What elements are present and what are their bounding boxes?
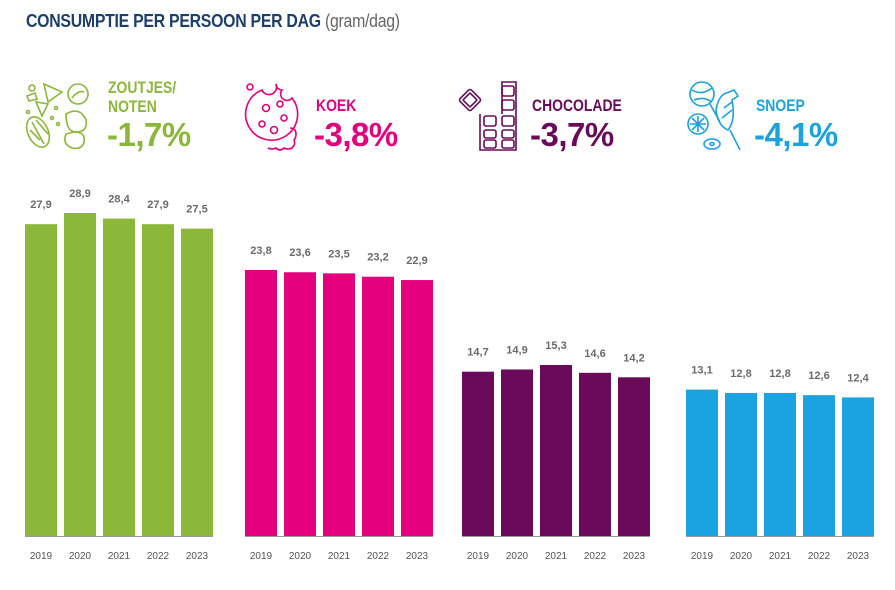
x-tick-label: 2020	[730, 551, 753, 562]
x-tick-label: 2020	[506, 551, 529, 562]
bar	[323, 273, 355, 536]
nuts-chips-icon	[25, 82, 89, 150]
bar	[803, 395, 835, 536]
category-change: -4,1%	[754, 116, 838, 153]
category-change: -1,7%	[107, 116, 191, 153]
bar-group-zoutjes-noten: 27,9 2019 28,9 2020 28,4 2021 27,9 2022 27,5 2023	[25, 188, 213, 562]
x-tick-label: 2021	[545, 551, 568, 562]
bar	[401, 280, 433, 536]
bar	[181, 228, 213, 536]
value-label: 23,8	[250, 245, 271, 257]
value-label: 14,7	[467, 347, 488, 359]
value-label: 27,5	[186, 204, 207, 216]
x-tick-label: 2019	[250, 551, 273, 562]
cookie-icon	[244, 83, 299, 151]
bar	[245, 270, 277, 536]
category-name: CHOCOLADE	[532, 96, 622, 115]
bar	[64, 213, 96, 536]
x-tick-label: 2021	[769, 551, 792, 562]
category-change: -3,7%	[530, 116, 614, 153]
x-tick-label: 2023	[406, 551, 429, 562]
bar-group-chocolade: 14,7 2019 14,9 2020 15,3 2021 14,6 2022 14,2 2023	[462, 340, 650, 562]
bar	[501, 369, 533, 536]
x-tick-label: 2020	[289, 551, 312, 562]
x-tick-label: 2019	[691, 551, 714, 562]
candy-icon	[687, 81, 741, 151]
value-label: 12,6	[808, 370, 829, 382]
title-text: CONSUMPTIE PER PERSOON PER DAG	[26, 11, 321, 31]
bar	[618, 377, 650, 536]
x-tick-label: 2021	[108, 551, 131, 562]
x-tick-label: 2022	[367, 551, 390, 562]
category-name-line1: ZOUTJES/	[108, 78, 177, 97]
x-tick-label: 2023	[186, 551, 209, 562]
value-label: 27,9	[147, 199, 168, 211]
bar-group-koek: 23,8 2019 23,6 2020 23,5 2021 23,2 2022 22,9 2023	[245, 245, 433, 562]
value-label: 23,2	[367, 252, 388, 264]
x-tick-label: 2022	[584, 551, 607, 562]
value-label: 12,4	[847, 372, 869, 384]
value-label: 14,6	[584, 348, 605, 360]
bar	[686, 389, 718, 536]
category-name: SNOEP	[756, 96, 805, 115]
value-label: 23,5	[328, 248, 349, 260]
category-name-line1: KOEK	[316, 96, 357, 115]
bar	[103, 218, 135, 536]
x-tick-label: 2020	[69, 551, 92, 562]
category-name: ZOUTJES/ NOTEN	[108, 78, 176, 116]
value-label: 23,6	[289, 247, 310, 259]
value-label: 12,8	[769, 368, 790, 380]
bar	[725, 392, 757, 536]
bar	[540, 365, 572, 536]
value-label: 27,9	[30, 199, 51, 211]
category-header-zoutjes: ZOUTJES/ NOTEN -1,7%	[22, 78, 222, 168]
value-label: 14,2	[623, 352, 644, 364]
x-tick-label: 2019	[467, 551, 490, 562]
category-name-line1: SNOEP	[756, 96, 805, 115]
value-label: 13,1	[691, 365, 712, 377]
x-tick-label: 2022	[147, 551, 170, 562]
bar	[362, 276, 394, 536]
value-label: 28,9	[69, 188, 90, 200]
x-tick-label: 2023	[847, 551, 870, 562]
bar	[462, 371, 494, 536]
value-label: 14,9	[506, 344, 527, 356]
category-name: KOEK	[316, 96, 356, 115]
category-header-koek: KOEK -3,8%	[242, 78, 442, 168]
value-label: 22,9	[406, 255, 427, 267]
value-label: 12,8	[730, 368, 751, 380]
x-tick-label: 2022	[808, 551, 831, 562]
x-tick-label: 2019	[30, 551, 53, 562]
bar	[764, 392, 796, 536]
bar	[142, 224, 174, 537]
category-name-line1: CHOCOLADE	[532, 96, 622, 115]
chocolate-bar-icon	[458, 81, 517, 151]
bar-group-snoep: 13,1 2019 12,8 2020 12,8 2021 12,6 2022 12,4 2023	[686, 365, 874, 562]
title-unit: (gram/dag)	[324, 11, 400, 31]
bar	[579, 372, 611, 536]
bar	[25, 224, 57, 537]
chart-title: CONSUMPTIE PER PERSOON PER DAG (gram/dag…	[26, 11, 400, 32]
category-name-line2: NOTEN	[108, 97, 157, 116]
x-tick-label: 2023	[623, 551, 646, 562]
category-header-snoep: SNOEP -4,1%	[684, 78, 884, 168]
value-label: 28,4	[108, 194, 130, 206]
category-header-chocolade: CHOCOLADE -3,7%	[458, 78, 658, 168]
bar	[284, 272, 316, 536]
bar	[842, 397, 874, 536]
category-change: -3,8%	[314, 116, 398, 153]
x-tick-label: 2021	[328, 551, 351, 562]
value-label: 15,3	[545, 340, 566, 352]
